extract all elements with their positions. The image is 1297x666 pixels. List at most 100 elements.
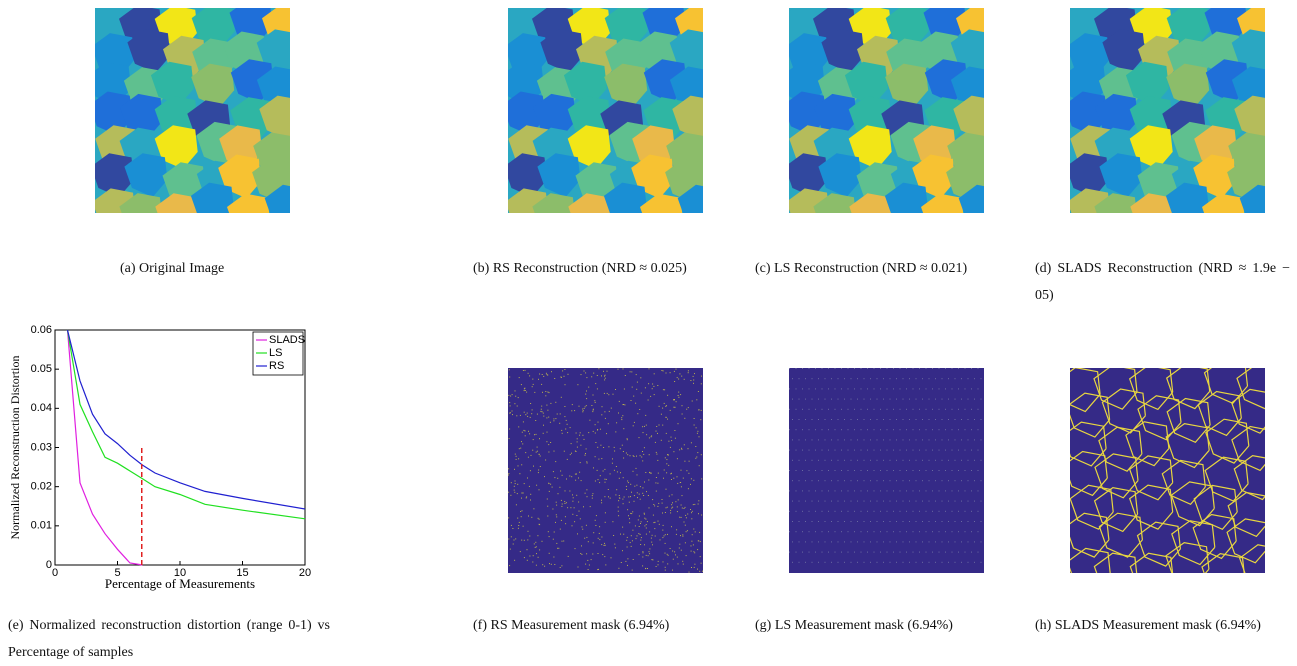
mask-dot [615, 431, 616, 432]
mask-dot [841, 388, 842, 389]
mask-dot [861, 531, 862, 532]
mask-dot [592, 411, 593, 412]
mask-dot [689, 461, 690, 462]
mask-dot [576, 433, 577, 434]
mask-dot [835, 450, 836, 451]
mask-dot [584, 439, 585, 440]
mask-dot [649, 553, 650, 554]
mask-dot [508, 473, 509, 474]
mask-dot [510, 396, 511, 397]
mask-dot [682, 534, 683, 535]
mask-dot [874, 429, 875, 430]
mask-dot [560, 567, 561, 568]
mask-dot [825, 501, 826, 502]
mask-dot [524, 557, 525, 558]
mask-dot [603, 371, 604, 372]
mask-dot [579, 472, 580, 473]
mask-dot [948, 439, 949, 440]
mask-dot [945, 429, 946, 430]
mask-dot [514, 403, 515, 404]
mask-dot [533, 508, 534, 509]
mask-dot [831, 378, 832, 379]
mask-dot [932, 552, 933, 553]
mask-dot [955, 419, 956, 420]
mask-dot [520, 551, 521, 552]
mask-dot [896, 521, 897, 522]
mask-dot [841, 470, 842, 471]
mask-dot [890, 562, 891, 563]
mask-dot [608, 496, 609, 497]
mask-dot [580, 462, 581, 463]
mask-dot [932, 490, 933, 491]
mask-dot [942, 439, 943, 440]
mask-dot [893, 531, 894, 532]
mask-dot [906, 429, 907, 430]
mask-dot [510, 495, 511, 496]
mask-dot [974, 439, 975, 440]
mask-dot [647, 521, 648, 522]
mask-dot [533, 555, 534, 556]
mask-dot [561, 500, 562, 501]
mask-dot [622, 415, 623, 416]
mask-dot [696, 399, 697, 400]
mask-dot [903, 562, 904, 563]
mask-dot [624, 389, 625, 390]
mask-dot [539, 454, 540, 455]
mask-dot [831, 562, 832, 563]
mask-dot [890, 439, 891, 440]
mask-dot [874, 511, 875, 512]
mask-dot [560, 413, 561, 414]
mask-dot [702, 571, 703, 572]
mask-dot [540, 466, 541, 467]
mask-dot [805, 439, 806, 440]
mask-dot [509, 429, 510, 430]
mask-dot [935, 541, 936, 542]
mask-dot [657, 460, 658, 461]
mask-dot [559, 423, 560, 424]
mask-dot [981, 501, 982, 502]
mask-dot [919, 490, 920, 491]
mask-dot [864, 501, 865, 502]
mask-dot [671, 508, 672, 509]
mask-dot [586, 377, 587, 378]
mask-dot [575, 451, 576, 452]
mask-dot [864, 378, 865, 379]
mask-dot [799, 399, 800, 400]
mask-dot [700, 541, 701, 542]
mask-dot [880, 470, 881, 471]
mask-dot [667, 563, 668, 564]
mask-dot [520, 415, 521, 416]
mask-dot [618, 413, 619, 414]
mask-dot [792, 460, 793, 461]
mask-dot [658, 521, 659, 522]
mask-dot [547, 375, 548, 376]
mask-dot [685, 507, 686, 508]
mask-dot [640, 455, 641, 456]
mask-dot [909, 501, 910, 502]
mask-dot [896, 419, 897, 420]
mask-dot [604, 379, 605, 380]
mask-dot [658, 564, 659, 565]
mask-dot [676, 534, 677, 535]
mask-dot [546, 405, 547, 406]
mask-dot [633, 455, 634, 456]
mask-dot [510, 549, 511, 550]
mask-dot [877, 378, 878, 379]
mask-dot [864, 460, 865, 461]
mask-dot [697, 431, 698, 432]
mask-dot [648, 480, 649, 481]
mask-dot [666, 489, 667, 490]
mask-dot [682, 536, 683, 537]
mask-dot [677, 377, 678, 378]
mask-dot [952, 429, 953, 430]
mask-dot [955, 480, 956, 481]
mask-dot [657, 385, 658, 386]
mask-dot [955, 378, 956, 379]
slads-reconstruction [1070, 8, 1265, 213]
mask-dot [929, 419, 930, 420]
mask-dot [909, 378, 910, 379]
mask-dot [621, 562, 622, 563]
mask-dot [522, 510, 523, 511]
mask-dot [656, 477, 657, 478]
mask-dot [666, 463, 667, 464]
